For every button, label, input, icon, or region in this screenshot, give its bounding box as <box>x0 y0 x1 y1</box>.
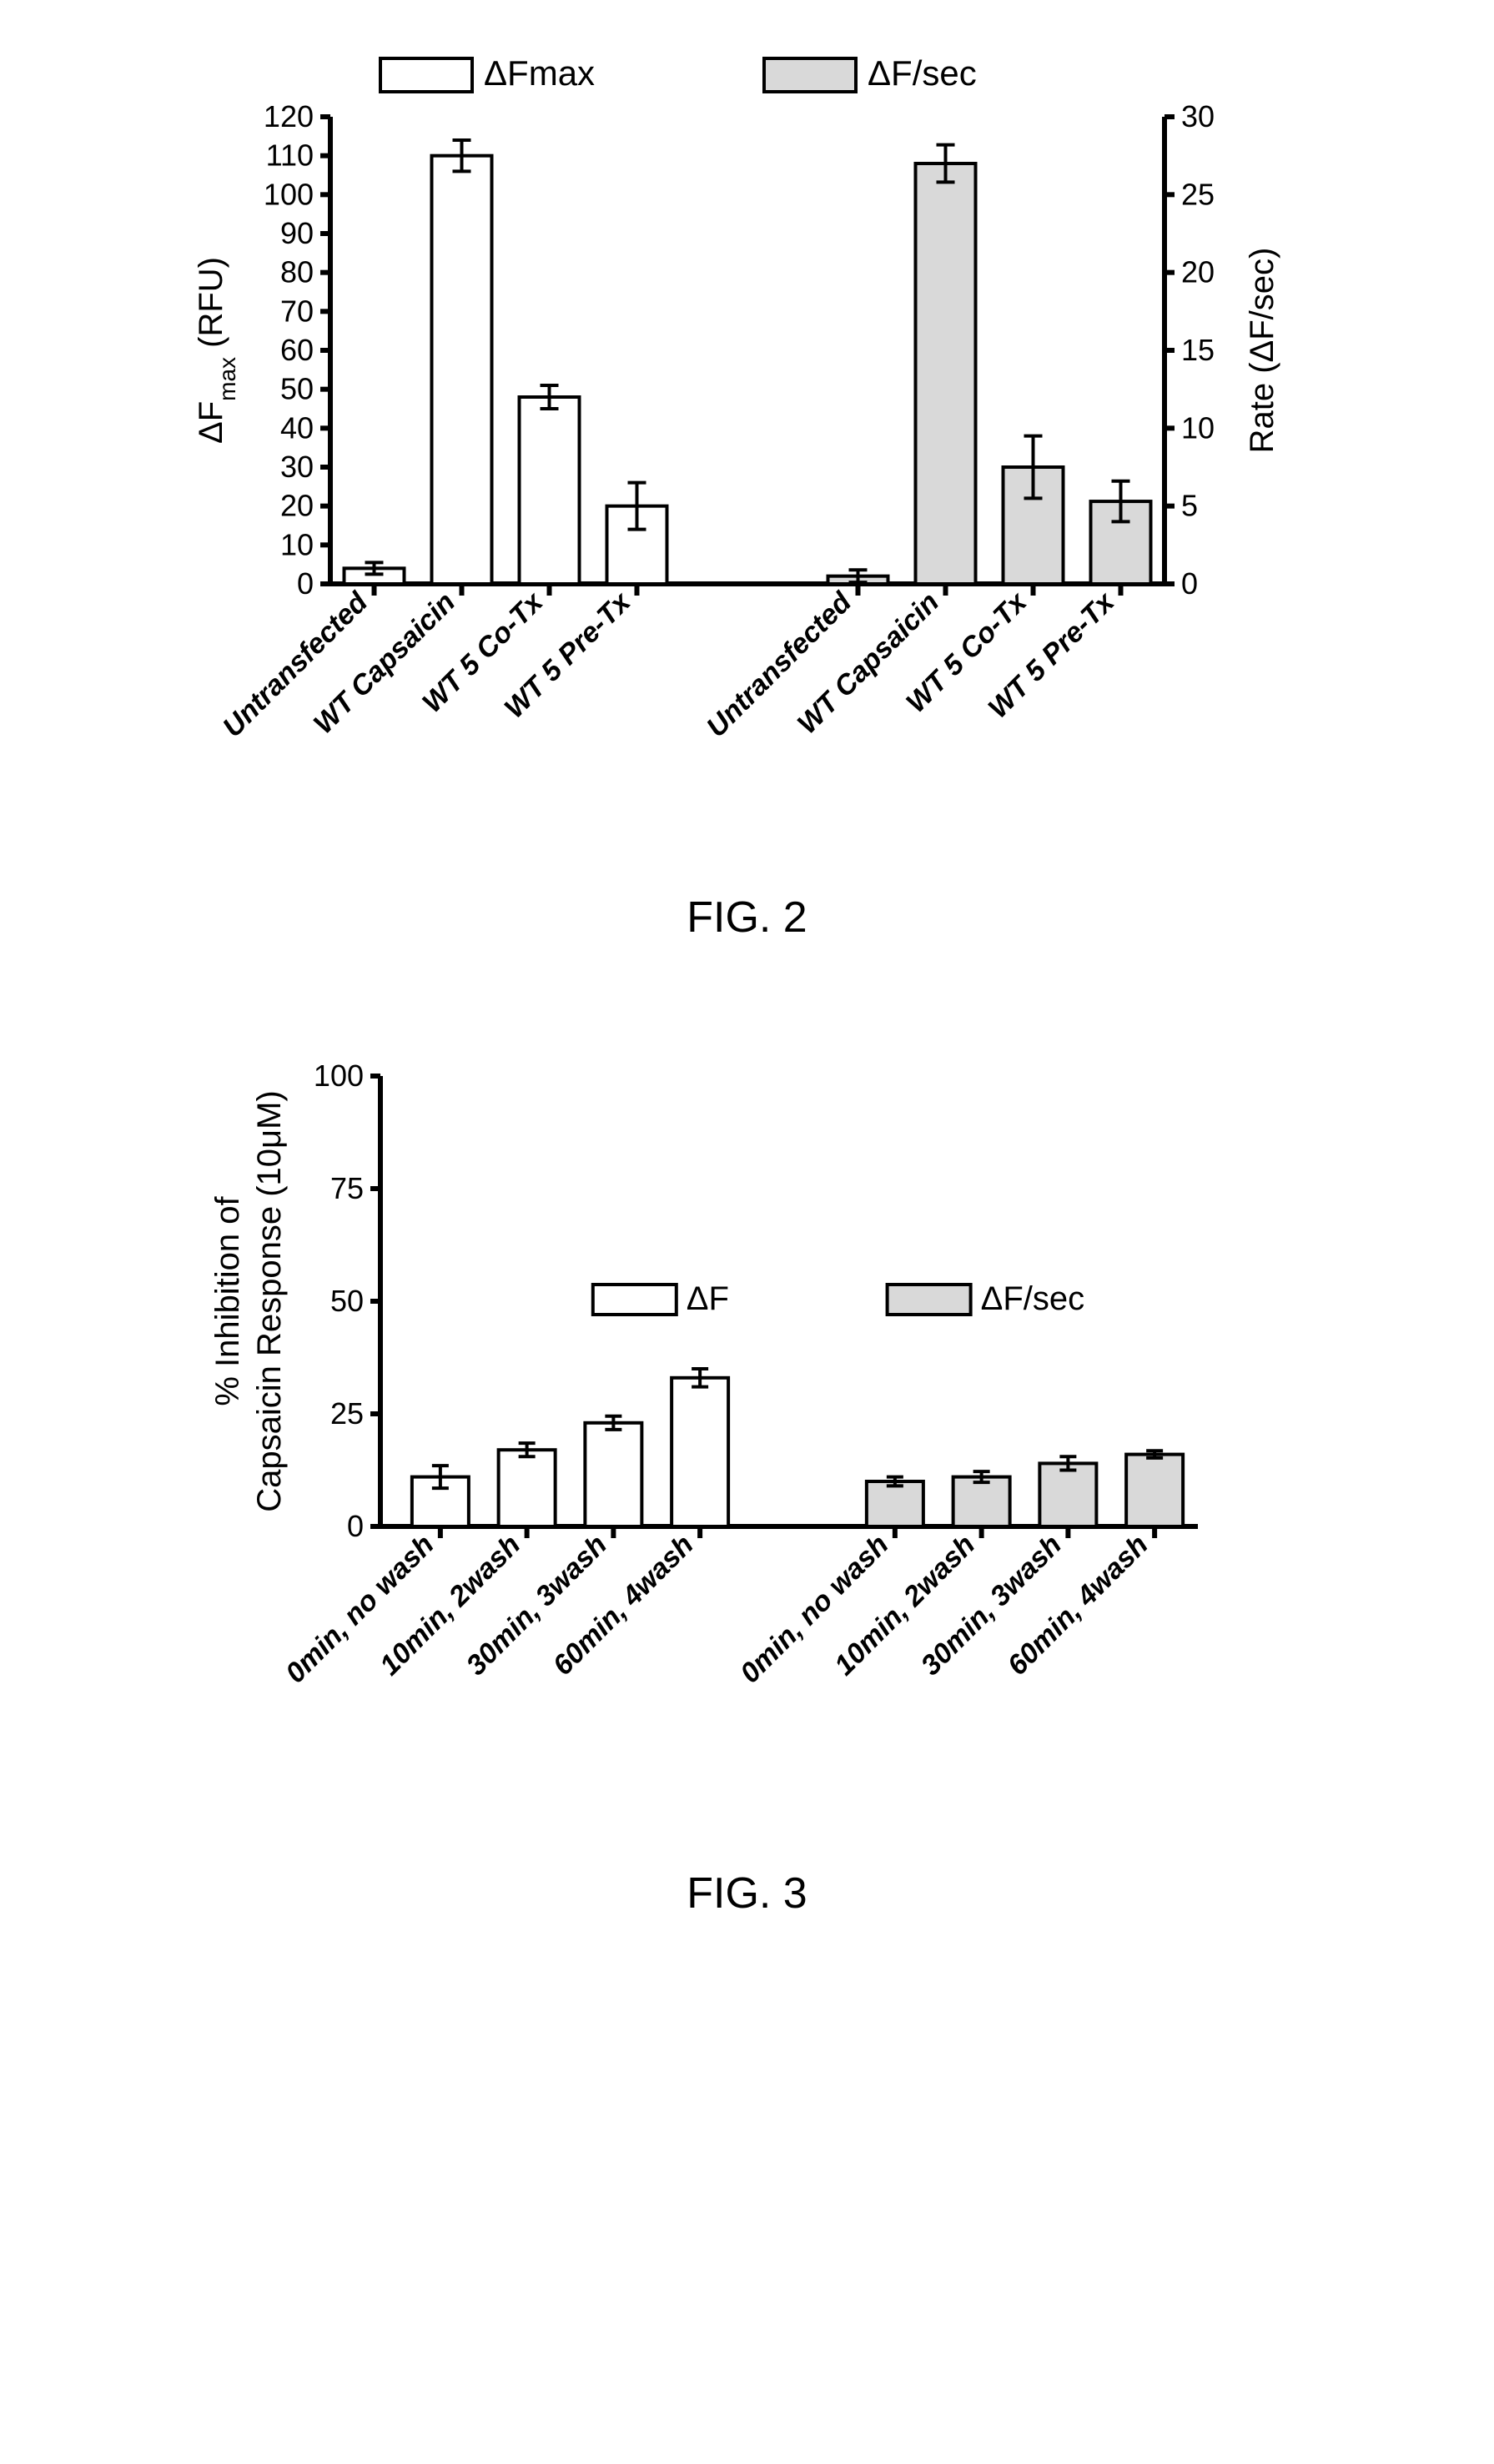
svg-text:% Inhibition of: % Inhibition of <box>209 1195 246 1405</box>
svg-text:0: 0 <box>346 1509 363 1543</box>
svg-text:40: 40 <box>279 410 313 445</box>
figure-2: ΔFmaxΔF/sec0102030405060708090100110120Δ… <box>163 50 1331 943</box>
svg-text:Untransfected: Untransfected <box>700 586 858 743</box>
svg-text:120: 120 <box>263 99 313 133</box>
svg-text:15: 15 <box>1181 333 1215 367</box>
svg-text:20: 20 <box>1181 255 1215 289</box>
svg-text:Rate (ΔF/sec): Rate (ΔF/sec) <box>1244 248 1280 454</box>
svg-text:75: 75 <box>329 1171 363 1205</box>
svg-text:ΔF: ΔF <box>686 1280 728 1317</box>
svg-text:30: 30 <box>279 450 313 484</box>
page: ΔFmaxΔF/sec0102030405060708090100110120Δ… <box>0 0 1494 2119</box>
svg-text:60: 60 <box>279 333 313 367</box>
chart-fig3: 0 25 50 75 100 % Inhibition ofCapsaicin Respo… <box>163 1043 1331 1843</box>
svg-text:25: 25 <box>329 1396 363 1431</box>
caption-fig3: FIG. 3 <box>163 1868 1331 1918</box>
svg-text:100: 100 <box>313 1059 363 1093</box>
svg-text:ΔFmax: ΔFmax <box>484 53 595 93</box>
svg-text:90: 90 <box>279 216 313 250</box>
svg-text:ΔFmax (RFU): ΔFmax (RFU) <box>193 257 240 444</box>
svg-text:30: 30 <box>1181 99 1215 133</box>
svg-text:0min, no wash: 0min, no wash <box>279 1529 440 1690</box>
svg-text:25: 25 <box>1181 177 1215 211</box>
svg-text:5: 5 <box>1181 489 1198 523</box>
svg-text:0min, no wash: 0min, no wash <box>734 1529 895 1690</box>
caption-fig2: FIG. 2 <box>163 893 1331 943</box>
svg-text:10: 10 <box>279 527 313 561</box>
svg-text:110: 110 <box>265 138 313 173</box>
svg-text:Capsaicin Response (10μM): Capsaicin Response (10μM) <box>251 1090 288 1512</box>
svg-text:ΔF/sec: ΔF/sec <box>980 1280 1084 1317</box>
svg-text:100: 100 <box>263 177 313 211</box>
svg-text:50: 50 <box>279 372 313 406</box>
svg-text:10: 10 <box>1181 410 1215 445</box>
svg-text:20: 20 <box>279 489 313 523</box>
svg-text:70: 70 <box>279 294 313 328</box>
svg-text:0: 0 <box>1181 566 1198 601</box>
figure-3: 0 25 50 75 100 % Inhibition ofCapsaicin Respo… <box>163 1043 1331 1918</box>
svg-text:ΔF/sec: ΔF/sec <box>868 53 977 93</box>
svg-text:50: 50 <box>329 1284 363 1318</box>
svg-text:80: 80 <box>279 255 313 289</box>
chart-fig2: ΔFmaxΔF/sec0102030405060708090100110120Δ… <box>163 50 1331 867</box>
svg-text:Untransfected: Untransfected <box>216 586 374 743</box>
svg-text:0: 0 <box>296 566 313 601</box>
